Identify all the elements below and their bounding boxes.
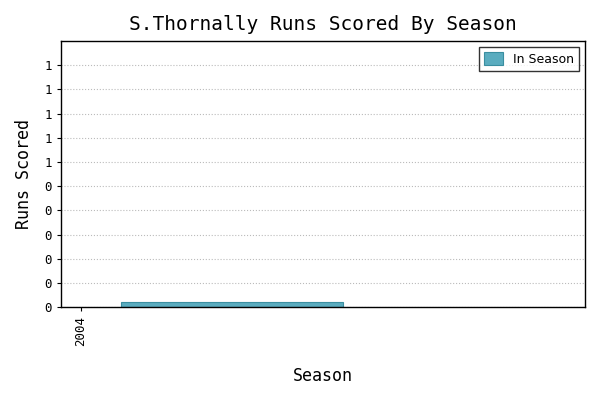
Polygon shape [121, 302, 343, 307]
Y-axis label: Runs Scored: Runs Scored [15, 119, 33, 229]
Legend: In Season: In Season [479, 47, 579, 71]
X-axis label: Season: Season [293, 367, 353, 385]
Title: S.Thornally Runs Scored By Season: S.Thornally Runs Scored By Season [129, 15, 517, 34]
